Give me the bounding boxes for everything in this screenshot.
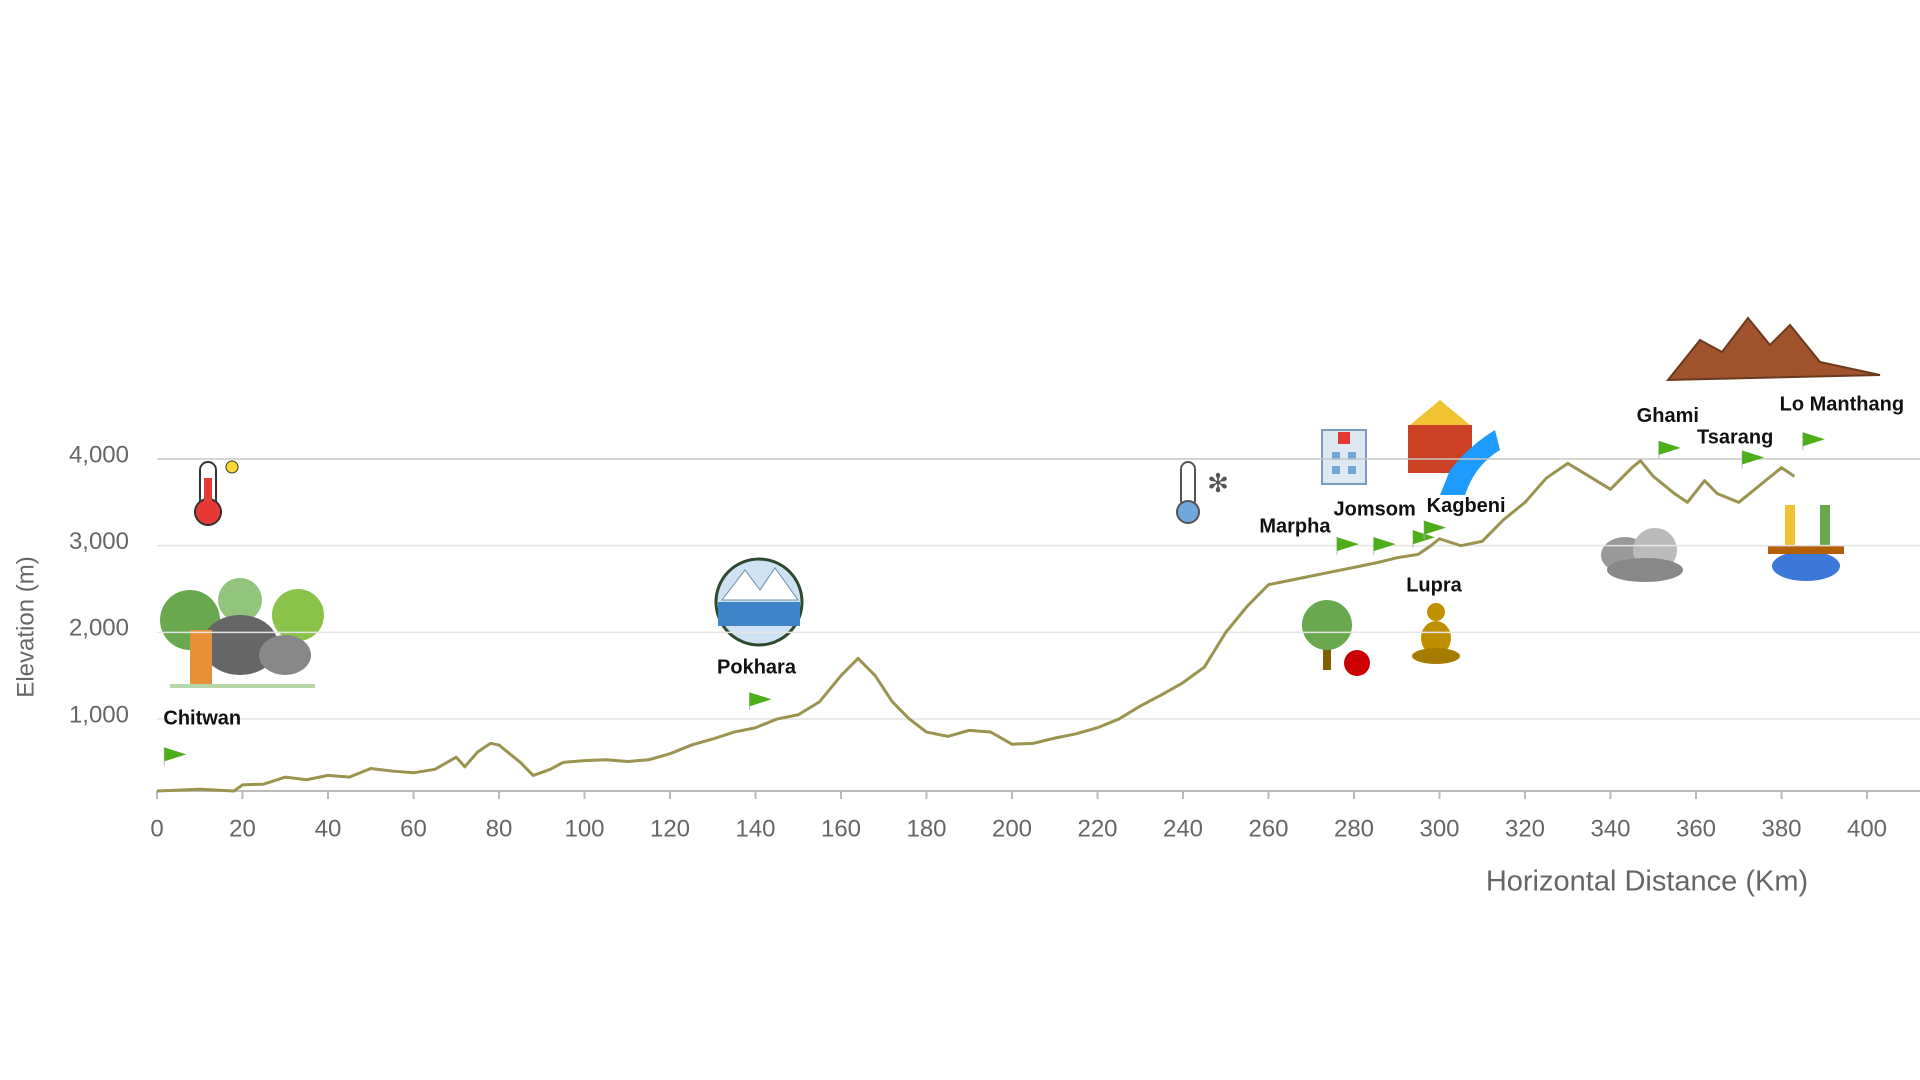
icon-travelers	[1768, 505, 1844, 581]
flag	[1424, 520, 1447, 535]
y-tick-label: 2,000	[69, 615, 129, 642]
x-tick-label: 0	[150, 815, 163, 842]
place-label: Marpha	[1259, 515, 1331, 537]
x-tick-label: 340	[1590, 815, 1630, 842]
x-axis-title: Horizontal Distance (Km)	[1486, 866, 1808, 898]
elevation-line	[156, 459, 1796, 793]
icon-hospital	[1321, 429, 1367, 485]
y-tick-label: 3,000	[69, 528, 129, 555]
x-tick-label: 200	[992, 815, 1032, 842]
icon-cold-thermometer: ✻	[1176, 461, 1229, 524]
place-label: Lupra	[1406, 574, 1462, 596]
x-tick-label: 360	[1676, 815, 1716, 842]
place-label: Tsarang	[1697, 427, 1773, 449]
flag	[164, 747, 187, 762]
flag	[1802, 432, 1825, 447]
x-tick-label: 260	[1248, 815, 1288, 842]
x-tick-label: 60	[400, 815, 427, 842]
place-label: Lo Manthang	[1780, 394, 1904, 416]
x-tick-label: 220	[1077, 815, 1117, 842]
flag	[749, 692, 772, 707]
icon-lake	[714, 557, 804, 647]
icon-apple-tree	[1302, 600, 1370, 676]
x-tick-label: 120	[650, 815, 690, 842]
x-tick-label: 100	[564, 815, 604, 842]
x-tick-label: 280	[1334, 815, 1374, 842]
svg-text:✻: ✻	[1207, 468, 1229, 498]
flag	[1373, 537, 1396, 552]
flag	[1742, 450, 1765, 465]
icon-jungle	[160, 578, 324, 688]
icon-mountains	[1665, 316, 1881, 382]
x-tick-label: 20	[229, 815, 256, 842]
x-tick-label: 40	[315, 815, 342, 842]
place-label: Pokhara	[717, 657, 797, 679]
y-axis-title: Elevation (m)	[12, 556, 39, 697]
x-tick-label: 140	[735, 815, 775, 842]
x-tick-label: 320	[1505, 815, 1545, 842]
place-label: Ghami	[1637, 405, 1699, 427]
x-tick-label: 380	[1761, 815, 1801, 842]
icon-temple	[1408, 400, 1500, 495]
y-tick-label: 4,000	[69, 441, 129, 468]
flag	[1658, 440, 1681, 455]
x-tick-label: 160	[821, 815, 861, 842]
flag	[1336, 537, 1359, 552]
y-tick-label: 1,000	[69, 701, 129, 728]
x-tick-label: 300	[1419, 815, 1459, 842]
x-tick-label: 180	[906, 815, 946, 842]
x-tick-label: 400	[1847, 815, 1887, 842]
place-label: Jomsom	[1334, 498, 1416, 520]
x-tick-label: 80	[486, 815, 513, 842]
icon-buddha	[1412, 603, 1460, 664]
place-label: Chitwan	[163, 708, 241, 730]
icon-rocks	[1601, 528, 1683, 582]
place-label: Kagbeni	[1427, 495, 1506, 517]
x-tick-label: 240	[1163, 815, 1203, 842]
icon-hot-thermometer	[194, 460, 239, 526]
